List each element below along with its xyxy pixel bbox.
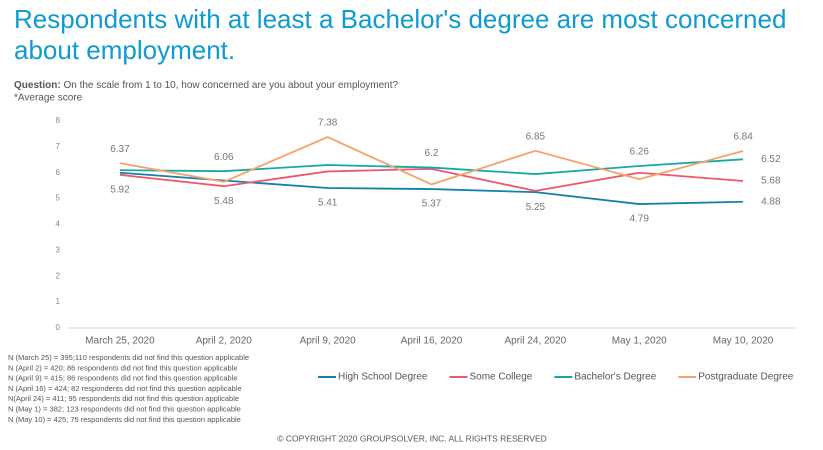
footnote: N (April 9) = 415; 86 respondents did no… — [8, 374, 238, 383]
y-tick-label: 4 — [56, 220, 61, 229]
copyright: © COPYRIGHT 2020 GROUPSOLVER, INC. ALL R… — [277, 433, 547, 443]
data-label: 5.25 — [526, 202, 546, 213]
data-label: 5.92 — [110, 184, 130, 195]
x-tick-label: April 16, 2020 — [401, 336, 463, 347]
y-tick-label: 5 — [56, 194, 61, 203]
data-label: 6.84 — [733, 132, 753, 143]
data-label: 5.48 — [214, 196, 234, 207]
footnote: N (May 1) = 382; 123 respondents did not… — [8, 404, 241, 413]
footnote: N (April 16) = 424; 82 respondents did n… — [8, 384, 242, 393]
footnote: N(April 24) = 411; 95 respondents did no… — [8, 394, 239, 403]
y-tick-label: 8 — [56, 116, 61, 125]
data-label: 7.38 — [318, 118, 338, 129]
series-line — [119, 158, 744, 175]
series-line — [119, 171, 744, 205]
x-tick-label: May 1, 2020 — [612, 336, 667, 347]
data-label: 6.52 — [761, 154, 781, 165]
y-tick-label: 3 — [56, 245, 61, 254]
series-line — [119, 136, 744, 186]
question-text: On the scale from 1 to 10, how concerned… — [63, 80, 398, 91]
question-label: Question: — [14, 80, 61, 91]
x-tick-label: March 25, 2020 — [85, 336, 155, 347]
data-label: 5.68 — [761, 176, 781, 187]
legend-label: High School Degree — [338, 372, 428, 383]
data-label: 6.26 — [629, 147, 649, 158]
data-label: 5.41 — [318, 198, 338, 209]
y-tick-label: 2 — [56, 271, 61, 280]
x-tick-label: May 10, 2020 — [713, 336, 774, 347]
title-box: Respondents with at least a Bachelor's d… — [14, 4, 787, 65]
legend-label: Bachelor's Degree — [574, 372, 656, 383]
legend-label: Some College — [470, 372, 533, 383]
data-label: 6.06 — [214, 152, 234, 163]
legend-label: Postgraduate Degree — [698, 372, 794, 383]
data-label: 4.88 — [761, 196, 781, 207]
series-line — [119, 167, 744, 192]
y-tick-label: 0 — [56, 323, 61, 332]
data-label: 6.2 — [425, 148, 439, 159]
x-tick-label: April 9, 2020 — [300, 336, 357, 347]
footnote: N (April 2) = 420; 86 respondents did no… — [8, 363, 238, 372]
data-label: 6.85 — [526, 131, 546, 142]
y-tick-label: 1 — [56, 297, 61, 306]
subtitle: *Average score — [14, 93, 83, 104]
y-tick-label: 7 — [56, 142, 61, 151]
footnote: N (May 10) = 425; 75 respondents did not… — [8, 415, 241, 424]
x-tick-label: April 2, 2020 — [196, 336, 253, 347]
data-label: 5.37 — [422, 199, 442, 210]
data-label: 6.37 — [110, 144, 130, 155]
chart-title: Respondents with at least a Bachelor's d… — [14, 4, 787, 65]
x-tick-label: April 24, 2020 — [504, 336, 566, 347]
question: Question: On the scale from 1 to 10, how… — [14, 80, 399, 91]
data-label: 4.79 — [629, 214, 649, 225]
y-tick-label: 6 — [56, 168, 61, 177]
footnote: N (March 25) = 395;110 respondents did n… — [8, 353, 249, 362]
